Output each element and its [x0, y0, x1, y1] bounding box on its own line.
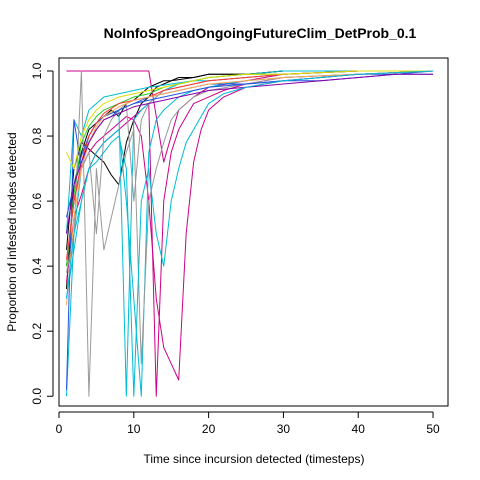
series-line-1 — [65, 70, 434, 289]
x-tick-label: 20 — [202, 422, 216, 436]
series-layer — [65, 70, 434, 397]
plot-frame — [58, 57, 449, 407]
y-tick-label: 0.8 — [30, 127, 44, 144]
y-tick-label: 0.6 — [30, 192, 44, 209]
series-line-16 — [65, 70, 434, 306]
series-line-17 — [65, 73, 434, 234]
series-line-5 — [65, 70, 434, 381]
x-axis: 0 10 20 30 40 50 — [56, 411, 440, 436]
series-line-18 — [65, 70, 434, 397]
chart-title: NoInfoSpreadOngoingFutureClim_DetProb_0.… — [104, 25, 417, 41]
series-line-9 — [65, 70, 434, 397]
y-tick-label: 1.0 — [30, 62, 44, 79]
y-tick-label: 0.0 — [30, 388, 44, 405]
x-tick-label: 40 — [352, 422, 366, 436]
series-line-7 — [65, 70, 434, 397]
x-tick-label: 50 — [426, 422, 440, 436]
x-tick-label: 10 — [127, 422, 141, 436]
y-tick-label: 0.2 — [30, 323, 44, 340]
y-axis: 0.0 0.2 0.4 0.6 0.8 1.0 — [30, 62, 54, 405]
x-tick-label: 30 — [277, 422, 291, 436]
x-tick-label: 0 — [56, 422, 63, 436]
series-line-11 — [65, 73, 434, 390]
series-line-14 — [65, 70, 434, 260]
series-line-15 — [66, 70, 434, 170]
y-tick-label: 0.4 — [30, 257, 44, 274]
x-axis-label: Time since incursion detected (timesteps… — [144, 452, 365, 466]
series-line-6 — [65, 70, 434, 397]
series-line-3 — [65, 70, 434, 397]
y-axis-label: Proportion of infested nodes detected — [5, 132, 19, 331]
